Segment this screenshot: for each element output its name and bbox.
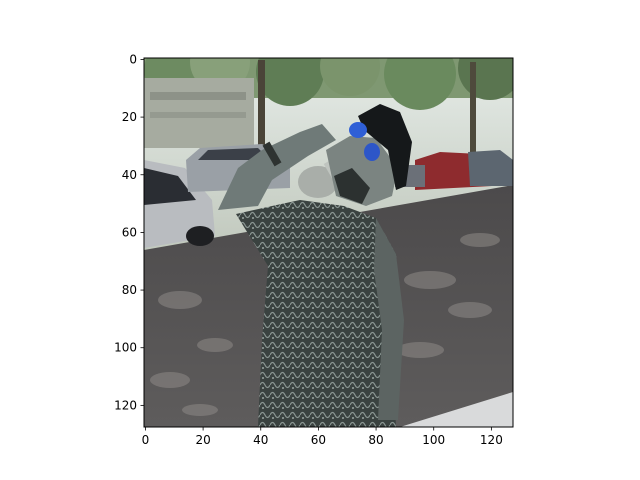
- y-tick-label: 0: [129, 52, 137, 66]
- x-tick-label: 120: [480, 433, 503, 447]
- sunglasses-lens: [349, 122, 367, 138]
- y-tick-label: 100: [114, 341, 137, 355]
- y-axis: 0 20 40 60 80 100 120: [114, 52, 144, 412]
- x-tick-label: 0: [142, 433, 150, 447]
- y-tick-label: 120: [114, 398, 137, 412]
- x-tick-label: 60: [311, 433, 326, 447]
- x-tick-label: 80: [368, 433, 383, 447]
- x-tick-label: 100: [422, 433, 445, 447]
- x-axis: 0 20 40 60 80 100 120: [142, 427, 503, 447]
- image-content: [144, 32, 522, 427]
- y-tick-label: 20: [122, 110, 137, 124]
- y-tick-label: 60: [122, 225, 137, 239]
- sunglasses-lens: [364, 143, 380, 161]
- x-tick-label: 40: [253, 433, 268, 447]
- y-tick-label: 80: [122, 283, 137, 297]
- x-tick-label: 20: [195, 433, 210, 447]
- y-tick-label: 40: [122, 168, 137, 182]
